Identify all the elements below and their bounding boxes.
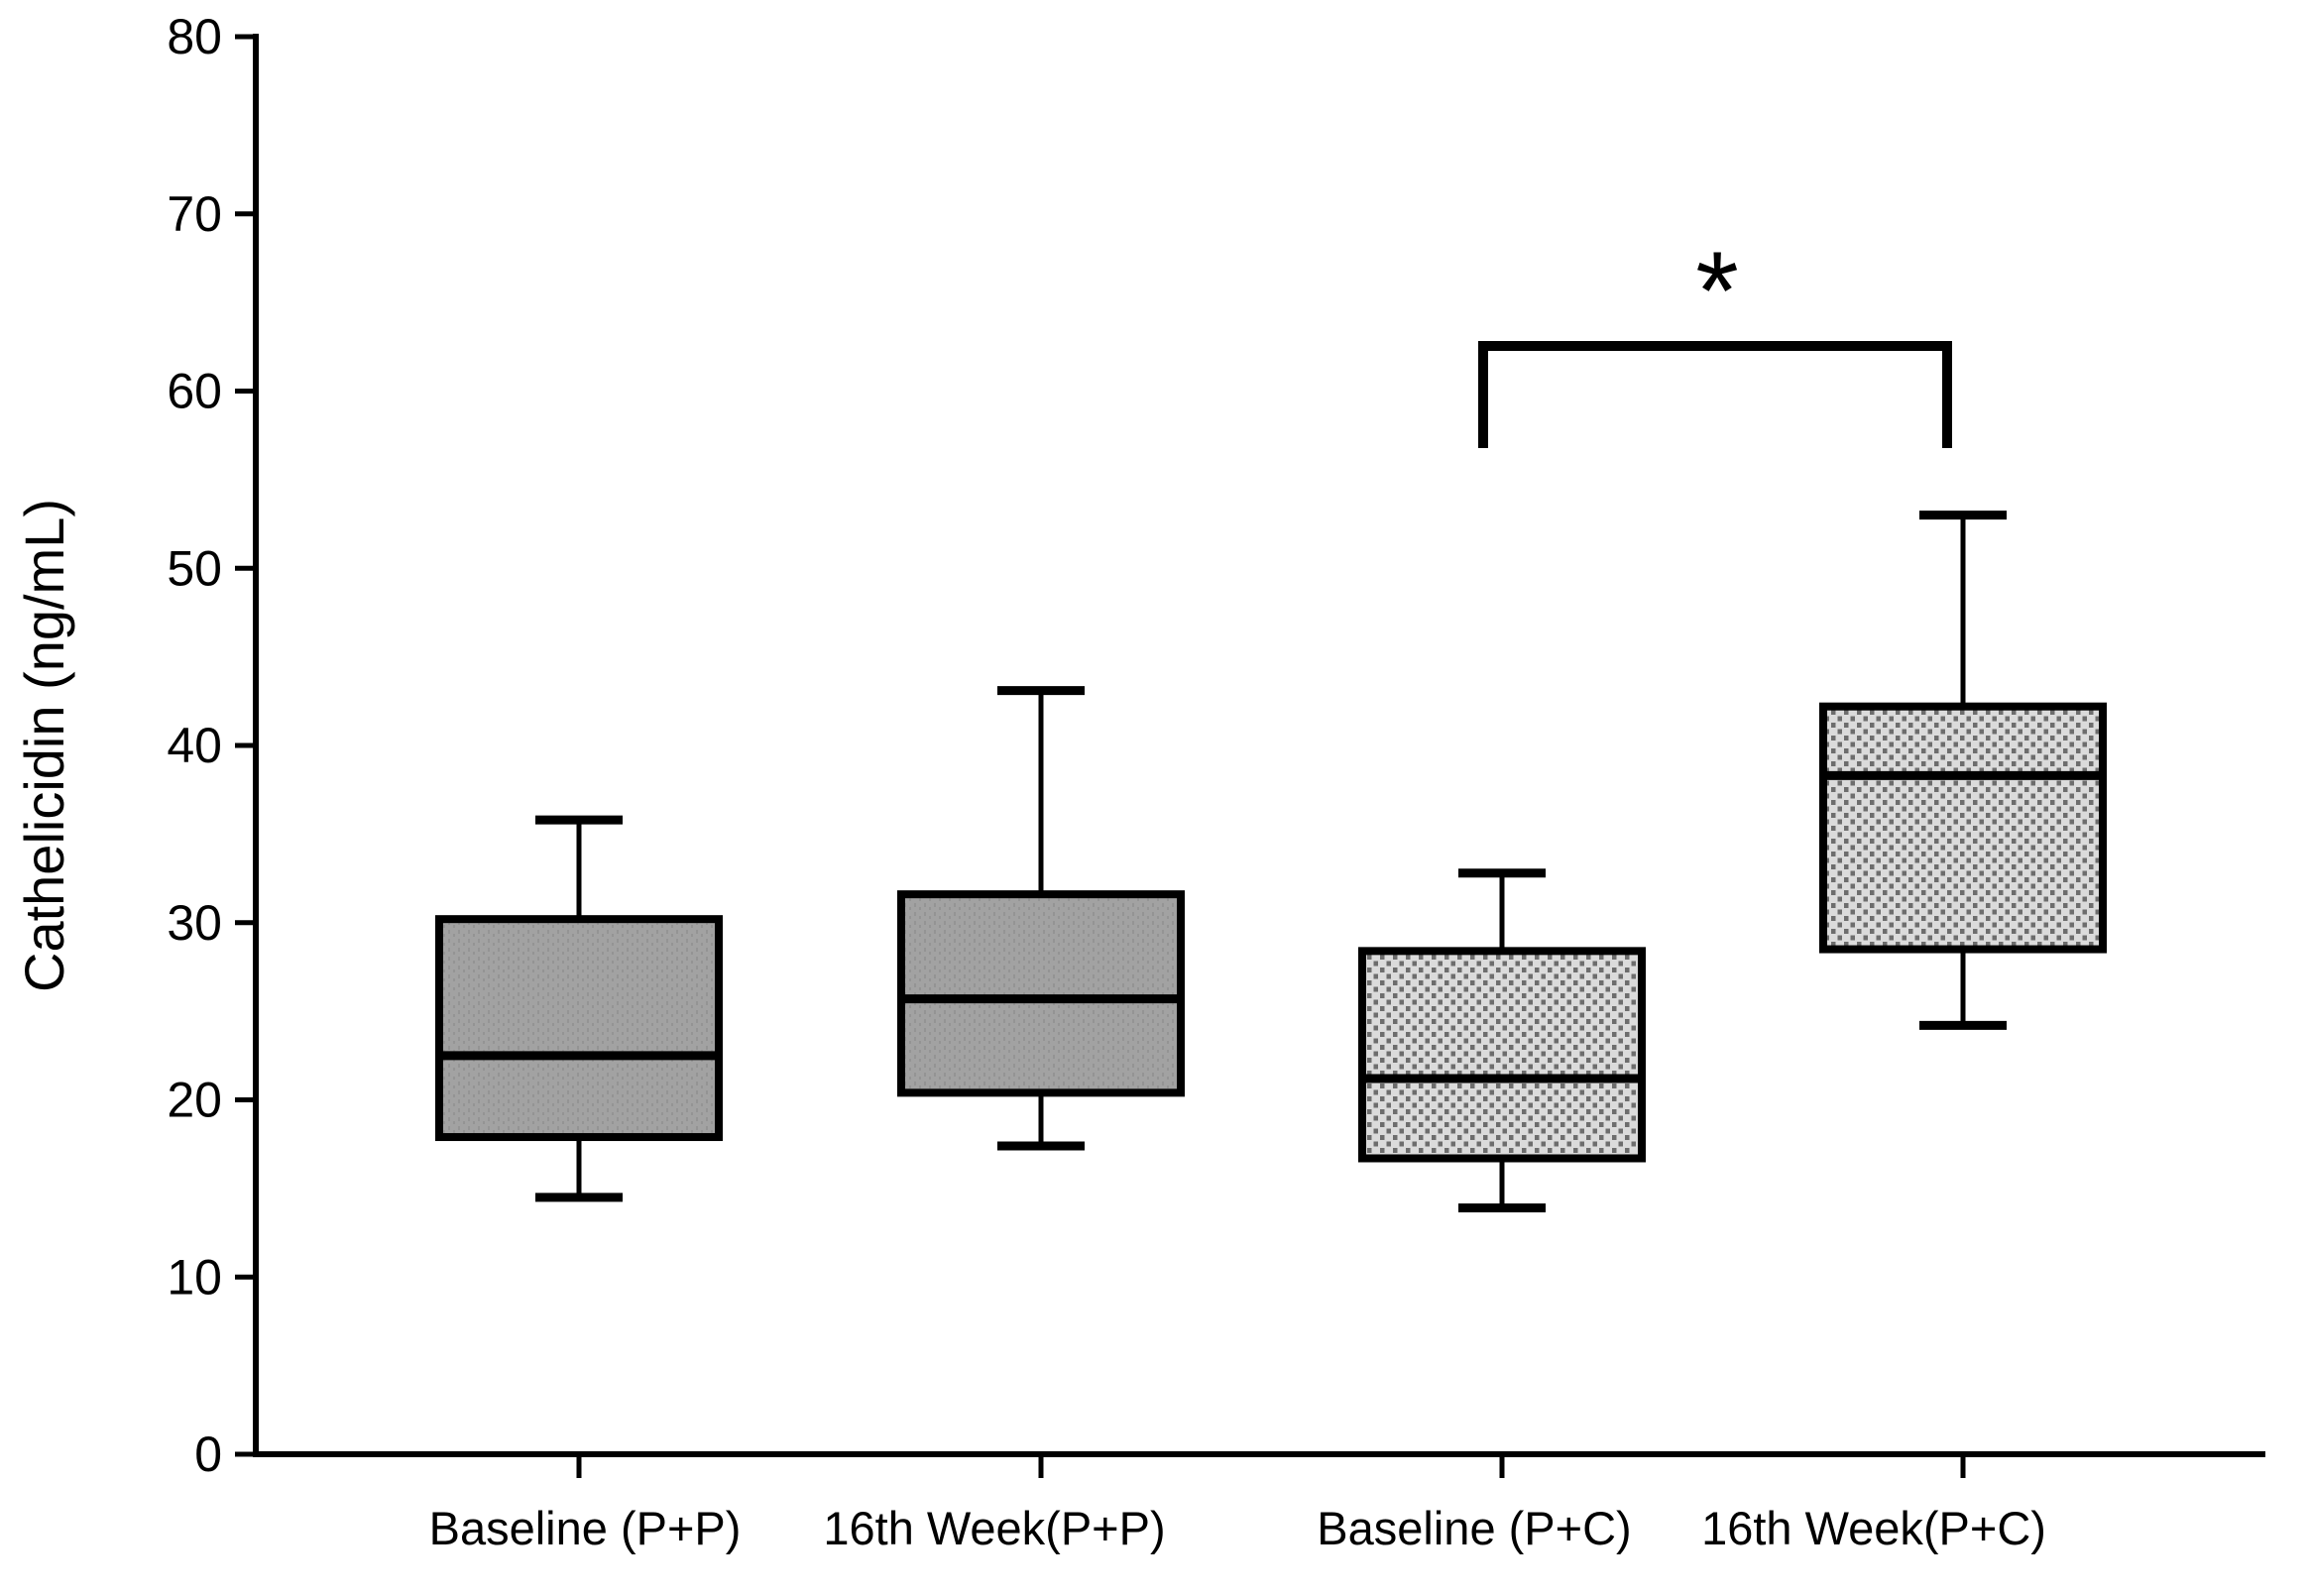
significance-bracket-icon	[1478, 341, 1952, 448]
y-tick-label: 40	[167, 718, 222, 773]
significance-asterisk: *	[1695, 229, 1739, 353]
x-axis-label: Baseline (P+C)	[1317, 1502, 1631, 1554]
significance-layer: *	[1478, 229, 1952, 448]
iqr-box	[435, 915, 723, 1142]
box-whisker-4	[1819, 511, 2107, 1030]
box-whisker-1	[435, 815, 723, 1202]
iqr-box	[1358, 947, 1646, 1163]
y-tick-label: 60	[167, 364, 222, 419]
x-axis-label: 16th Week(P+C)	[1701, 1502, 2046, 1554]
box-whisker-2	[897, 686, 1185, 1151]
iqr-box	[897, 890, 1185, 1097]
y-tick-label: 10	[167, 1249, 222, 1305]
x-axis-label: 16th Week(P+P)	[823, 1502, 1165, 1554]
x-axis-label: Baseline (P+P)	[429, 1502, 742, 1554]
y-tick-label: 50	[167, 540, 222, 596]
axes-layer: 0 10 20 30 40 50 60 70 80 Baseline (P+P) 16th Week…	[167, 9, 2265, 1554]
boxes-layer	[435, 511, 2107, 1213]
y-tick-label: 20	[167, 1073, 222, 1128]
y-axis-title: Cathelicidin (ng/mL)	[13, 499, 75, 992]
box-whisker-3	[1358, 868, 1646, 1213]
y-tick-label: 0	[194, 1426, 222, 1482]
y-tick-label: 80	[167, 9, 222, 64]
y-tick-label: 30	[167, 895, 222, 951]
iqr-box	[1819, 702, 2107, 954]
y-tick-label: 70	[167, 186, 222, 242]
